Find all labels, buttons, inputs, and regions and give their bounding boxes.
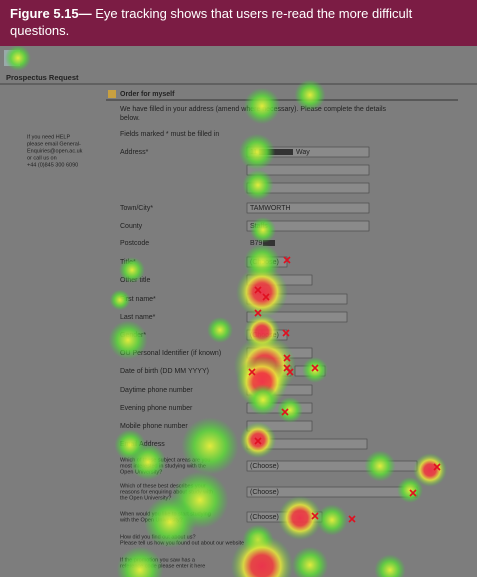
field-label: Postcode — [120, 240, 149, 247]
heat-spot — [207, 317, 233, 343]
redaction — [263, 240, 275, 246]
sidebar-line: +44 (0)845 300 6090 — [27, 162, 78, 168]
fixation-x — [282, 329, 290, 337]
screenshot: Prospectus Request Order for myself If y… — [0, 46, 477, 577]
fixation-x — [283, 354, 291, 362]
heat-spot — [5, 46, 31, 71]
heat-spot — [144, 496, 196, 548]
caption-label: Figure 5.15— — [10, 6, 92, 21]
sidebar-line: Enquiries@open.ac.uk — [27, 148, 83, 154]
caption-text: Eye tracking shows that users re-read th… — [10, 6, 413, 38]
field-label: Date of birth (DD MM YYYY) — [120, 368, 209, 375]
heat-spot — [108, 320, 148, 360]
fixation-x — [281, 408, 289, 416]
fixation-x — [409, 489, 417, 497]
page-title: Prospectus Request — [6, 73, 79, 82]
heat-spot — [316, 504, 348, 536]
heat-spot — [243, 87, 281, 125]
heat-spot — [129, 443, 167, 481]
heat-spot — [109, 289, 131, 311]
heat-spot — [291, 546, 329, 577]
field-label: Evening phone number — [120, 405, 193, 412]
heat-spot — [277, 495, 323, 541]
field-label: Mobile phone number — [120, 423, 188, 430]
field-label: Which of these best describes your — [120, 483, 206, 489]
heat-spot — [277, 397, 303, 423]
fixation-x — [286, 368, 294, 376]
field-value: (Choose) — [250, 463, 279, 470]
required-note: Fields marked * must be filled in — [120, 131, 219, 138]
heat-spot — [374, 554, 406, 577]
heat-spot — [302, 357, 328, 383]
heat-spot — [413, 453, 447, 487]
sidebar-line: or call us on — [27, 155, 57, 161]
field-label: reasons for enquiring about study with — [120, 489, 213, 495]
heat-spot — [247, 384, 279, 416]
input-box — [246, 202, 370, 214]
field-label: Address* — [120, 149, 149, 156]
fixation-x — [311, 364, 319, 372]
field-value: B79 — [250, 240, 263, 247]
field-label: Town/City* — [120, 205, 153, 212]
fixation-x — [248, 368, 256, 376]
form-icon — [108, 90, 116, 98]
heat-spot — [294, 79, 326, 111]
redaction — [259, 149, 293, 155]
field-value: Way — [296, 149, 310, 156]
fixation-x — [254, 437, 262, 445]
form-title: Order for myself — [120, 91, 175, 98]
form-intro: below. — [120, 115, 140, 122]
heat-spot — [250, 217, 276, 243]
heat-spot — [181, 417, 239, 475]
field-value: TAMWORTH — [250, 205, 291, 212]
field-label: County — [120, 223, 143, 230]
field-value: (Choose) — [250, 489, 279, 496]
heat-spot — [364, 450, 396, 482]
input-box — [246, 311, 348, 323]
caption: Figure 5.15— Eye tracking shows that use… — [0, 0, 477, 46]
heat-spot — [242, 169, 274, 201]
heat-spot — [230, 534, 294, 577]
sidebar-line: If you need HELP — [27, 134, 70, 140]
heat-spot — [119, 257, 145, 283]
field-label: Last name* — [120, 314, 156, 321]
heat-spot — [238, 133, 276, 171]
field-label: the Open University? — [120, 495, 171, 501]
fixation-x — [348, 515, 356, 523]
fixation-x — [283, 256, 291, 264]
field-label: OU Personal Identifier (if known) — [120, 350, 221, 357]
fixation-x — [262, 293, 270, 301]
input-box — [246, 164, 370, 176]
heat-spot — [236, 266, 288, 318]
input-box — [246, 220, 370, 232]
field-value: (Choose) — [250, 514, 279, 521]
field-label: First name* — [120, 296, 156, 303]
fixation-x — [254, 309, 262, 317]
fixation-x — [311, 512, 319, 520]
fixation-x — [254, 286, 262, 294]
sidebar-line: please email General- — [27, 141, 81, 147]
field-label: Daytime phone number — [120, 387, 193, 394]
fixation-x — [433, 463, 441, 471]
heat-spot — [116, 546, 164, 577]
